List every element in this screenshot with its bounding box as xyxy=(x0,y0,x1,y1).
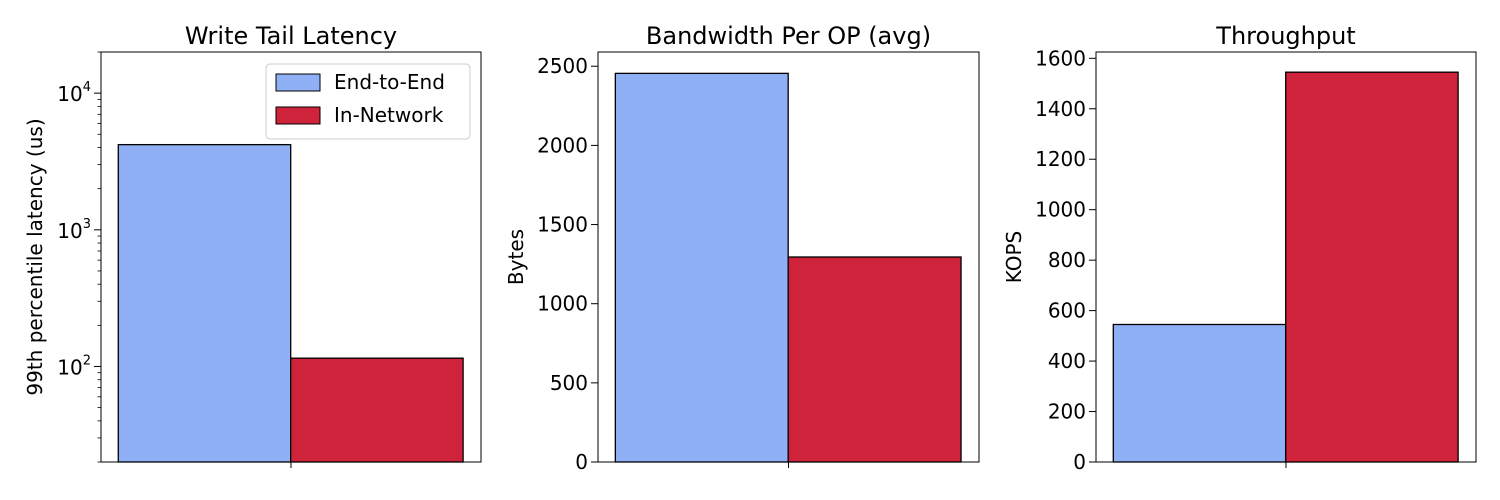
y-tick-label: 103 xyxy=(57,217,91,243)
chart-title: Write Tail Latency xyxy=(185,22,397,50)
chart-panel-2: Bandwidth Per OP (avg) Bytes 0 500 1000 1500 2… xyxy=(504,22,980,474)
y-tick-label: 104 xyxy=(57,80,91,106)
y-tick-label: 500 xyxy=(550,371,588,395)
y-tick-label: 2000 xyxy=(537,133,588,157)
chart-panel-3: Throughput KOPS 0 200 400 600 800 1000 1200 1400 1… xyxy=(1002,22,1477,474)
bar-end-to-end xyxy=(614,72,789,463)
bar-in-network xyxy=(1285,71,1459,463)
legend-swatch-in-network xyxy=(275,106,321,125)
chart-panel-1: Write Tail Latency 99th percentile latenc… xyxy=(23,22,482,468)
legend: End-to-End In-Network xyxy=(265,63,471,140)
y-tick-label: 1000 xyxy=(537,292,588,316)
y-tick-label: 1600 xyxy=(1035,46,1086,70)
y-tick-label: 1400 xyxy=(1035,97,1086,121)
y-tick-label: 800 xyxy=(1048,248,1086,272)
y-tick-label: 2500 xyxy=(537,54,588,78)
y-tick-label: 0 xyxy=(575,450,588,474)
y-tick-label: 0 xyxy=(1073,450,1086,474)
y-tick-label: 1000 xyxy=(1035,198,1086,222)
y-axis-label: KOPS xyxy=(1002,231,1026,284)
legend-swatch-end-to-end xyxy=(275,73,321,92)
y-tick-label: 200 xyxy=(1048,400,1086,424)
y-axis-label: Bytes xyxy=(504,229,528,285)
chart-title: Bandwidth Per OP (avg) xyxy=(646,22,931,50)
y-tick-label: 1200 xyxy=(1035,147,1086,171)
y-tick-label: 600 xyxy=(1048,299,1086,323)
chart-title: Throughput xyxy=(1215,22,1355,50)
bar-end-to-end xyxy=(117,143,292,463)
y-tick-label: 400 xyxy=(1048,349,1086,373)
legend-label-end-to-end: End-to-End xyxy=(334,70,445,94)
y-axis-label: 99th percentile latency (us) xyxy=(23,118,47,395)
legend-label-in-network: In-Network xyxy=(334,103,444,127)
y-tick-label: 1500 xyxy=(537,213,588,237)
bar-in-network xyxy=(787,256,962,463)
bar-end-to-end xyxy=(1112,323,1287,463)
y-tick-label: 102 xyxy=(57,353,91,379)
bar-in-network xyxy=(290,357,464,463)
